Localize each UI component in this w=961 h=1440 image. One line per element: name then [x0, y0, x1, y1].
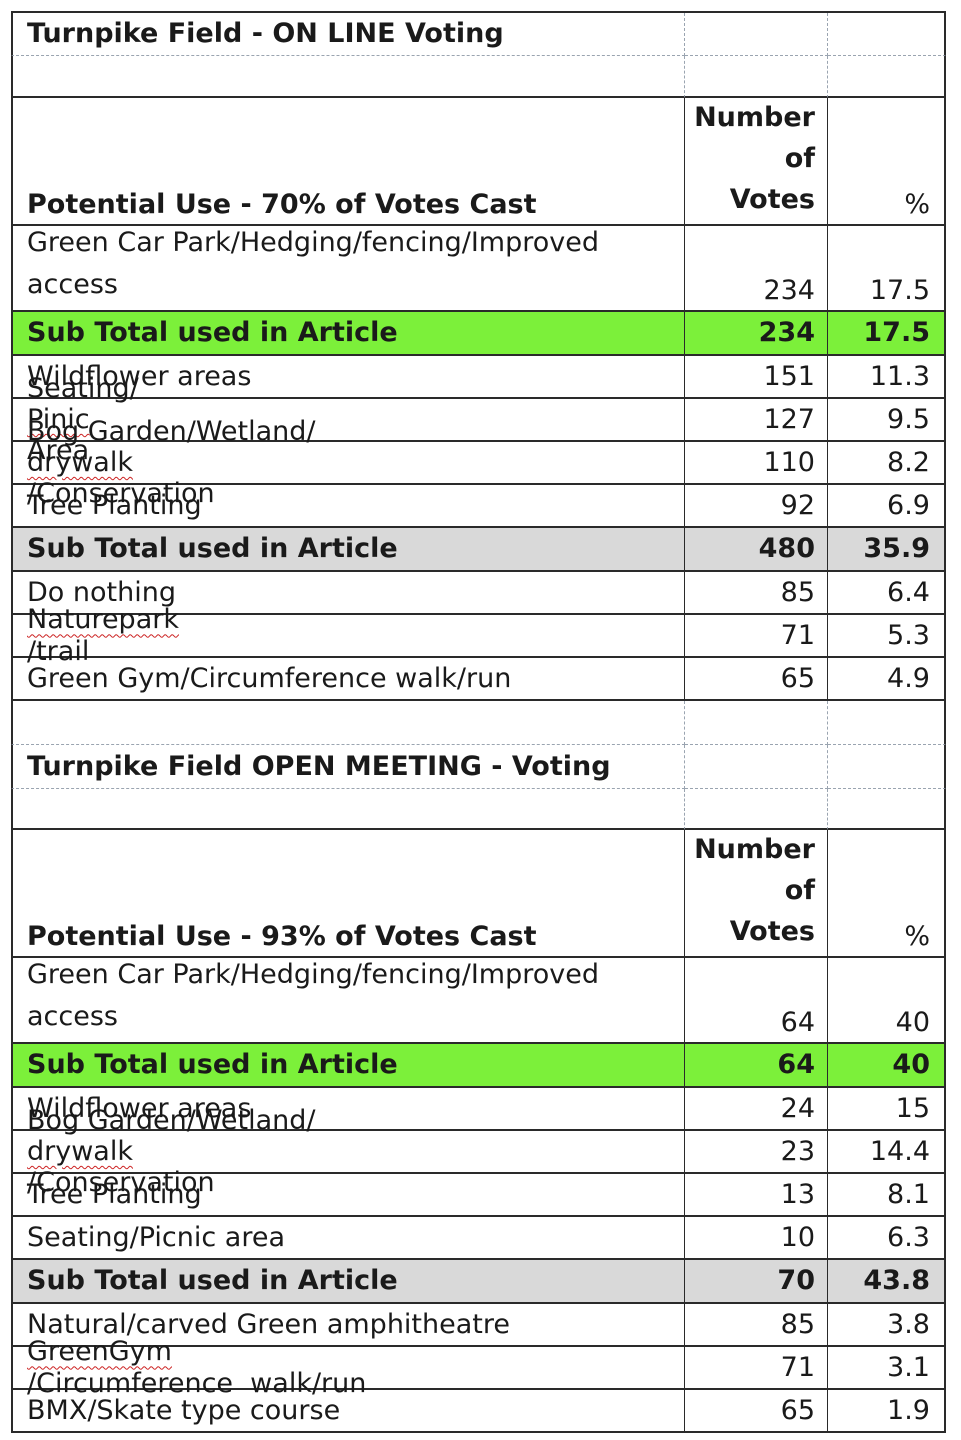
- row-label: Seating/Pinic Area: [11, 373, 685, 466]
- table-row: Tree Planting 13 8.1: [11, 1174, 946, 1217]
- row-label: Sub Total used in Article: [11, 1044, 685, 1088]
- row-pct: 4.9: [828, 658, 946, 701]
- row-votes: 64: [685, 1044, 828, 1088]
- row-pct: 9.5: [828, 399, 946, 442]
- row-pct: 5.3: [828, 615, 946, 658]
- online-header-votes: Number of Votes: [685, 98, 828, 226]
- row-pct: 1.9: [828, 1390, 946, 1433]
- meeting-title: Turnpike Field OPEN MEETING - Voting: [11, 745, 685, 789]
- row-votes: 151: [685, 356, 828, 399]
- row-label: Sub Total used in Article: [11, 1260, 685, 1304]
- row-votes: 85: [685, 572, 828, 615]
- table-row: Do nothing 85 6.4: [11, 572, 946, 615]
- subtotal-row: Sub Total used in Article 480 35.9: [11, 528, 946, 572]
- table-row: Wildflower areas 151 11.3: [11, 356, 946, 399]
- row-pct: 8.1: [828, 1174, 946, 1217]
- table-row: Seating/Picnic area 10 6.3: [11, 1217, 946, 1260]
- row-label: Sub Total used in Article: [11, 528, 685, 572]
- online-header-pct: %: [828, 98, 946, 226]
- table-row: Green Gym/Circumference walk/run 65 4.9: [11, 658, 946, 701]
- meeting-header-pct: %: [828, 830, 946, 958]
- spreadsheet: Turnpike Field - ON LINE Voting Potentia…: [11, 11, 946, 1433]
- row-pct: 6.4: [828, 572, 946, 615]
- online-title-row: Turnpike Field - ON LINE Voting: [11, 11, 946, 56]
- row-votes: 24: [685, 1088, 828, 1131]
- row-votes: 234: [685, 312, 828, 356]
- online-title: Turnpike Field - ON LINE Voting: [11, 13, 685, 56]
- row-pct: 14.4: [828, 1131, 946, 1174]
- row-votes: 70: [685, 1260, 828, 1304]
- row-label: Seating/Picnic area: [11, 1217, 685, 1260]
- row-votes: 65: [685, 658, 828, 701]
- row-votes: 234: [685, 226, 828, 312]
- subtotal-row: Sub Total used in Article 64 40: [11, 1044, 946, 1088]
- row-label: Bog Garden/Wetland/drywalk/Conservation: [11, 1105, 685, 1198]
- row-label: BMX/Skate type course: [11, 1390, 685, 1433]
- table-row: Green Car Park/Hedging/fencing/Improved …: [11, 226, 946, 312]
- table-row: Bog Garden/Wetland/drywalk/Conservation …: [11, 1105, 946, 1198]
- table-row: Naturepark/trail 71 5.3: [11, 604, 946, 667]
- table-row: Seating/Pinic Area 127 9.5: [11, 373, 946, 466]
- row-pct: 40: [828, 958, 946, 1044]
- row-votes: 65: [685, 1390, 828, 1433]
- row-label: Tree Planting: [11, 1174, 685, 1217]
- row-votes: 480: [685, 528, 828, 572]
- row-votes: 23: [685, 1131, 828, 1174]
- row-label: Do nothing: [11, 572, 685, 615]
- online-header-row: Potential Use - 70% of Votes Cast Number…: [11, 98, 946, 226]
- meeting-title-row: Turnpike Field OPEN MEETING - Voting: [11, 745, 946, 789]
- table-row: BMX/Skate type course 65 1.9: [11, 1390, 946, 1433]
- row-votes: 127: [685, 399, 828, 442]
- blank-row: [11, 789, 946, 830]
- row-votes: 64: [685, 958, 828, 1044]
- row-label: Green Gym/Circumference walk/run: [11, 658, 685, 701]
- row-label: Naturepark/trail: [11, 604, 685, 667]
- row-pct: 6.3: [828, 1217, 946, 1260]
- table-row: Wildflower areas 24 15: [11, 1088, 946, 1131]
- subtotal-row: Sub Total used in Article 70 43.8: [11, 1260, 946, 1304]
- row-votes: 10: [685, 1217, 828, 1260]
- table-row: Bog Garden/Wetland/drywalk/Conservation …: [11, 416, 946, 509]
- row-label: Sub Total used in Article: [11, 312, 685, 356]
- row-votes: 71: [685, 1347, 828, 1390]
- blank-row: [11, 701, 946, 745]
- online-header-use: Potential Use - 70% of Votes Cast: [11, 98, 685, 226]
- row-label: Wildflower areas: [11, 356, 685, 399]
- row-pct: 43.8: [828, 1260, 946, 1304]
- row-label: Tree Planting: [11, 485, 685, 528]
- row-votes: 13: [685, 1174, 828, 1217]
- meeting-header-use: Potential Use - 93% of Votes Cast: [11, 830, 685, 958]
- subtotal-row: Sub Total used in Article 234 17.5: [11, 312, 946, 356]
- row-pct: 17.5: [828, 226, 946, 312]
- table-row: Green Car Park/Hedging/fencing/Improved …: [11, 958, 946, 1044]
- table-row: Tree Planting 92 6.9: [11, 485, 946, 528]
- row-pct: 6.9: [828, 485, 946, 528]
- row-votes: 85: [685, 1304, 828, 1347]
- meeting-header-row: Potential Use - 93% of Votes Cast Number…: [11, 830, 946, 958]
- row-pct: 11.3: [828, 356, 946, 399]
- row-pct: 3.1: [828, 1347, 946, 1390]
- row-pct: 17.5: [828, 312, 946, 356]
- row-pct: 40: [828, 1044, 946, 1088]
- row-votes: 110: [685, 442, 828, 485]
- row-pct: 15: [828, 1088, 946, 1131]
- row-pct: 35.9: [828, 528, 946, 572]
- row-pct: 3.8: [828, 1304, 946, 1347]
- row-label: Wildflower areas: [11, 1088, 685, 1131]
- row-votes: 71: [685, 615, 828, 658]
- table-row: Natural/carved Green amphitheatre 85 3.8: [11, 1304, 946, 1347]
- row-pct: 8.2: [828, 442, 946, 485]
- table-row: GreenGym/Circumference walk/run 71 3.1: [11, 1336, 946, 1399]
- row-label: GreenGym/Circumference walk/run: [11, 1336, 685, 1399]
- blank-row: [11, 56, 946, 98]
- row-votes: 92: [685, 485, 828, 528]
- row-label: Bog Garden/Wetland/drywalk/Conservation: [11, 416, 685, 509]
- row-label: Natural/carved Green amphitheatre: [11, 1304, 685, 1347]
- row-label: Green Car Park/Hedging/fencing/Improved …: [11, 226, 685, 312]
- meeting-header-votes: Number of Votes: [685, 830, 828, 958]
- row-label: Green Car Park/Hedging/fencing/Improved …: [11, 958, 685, 1044]
